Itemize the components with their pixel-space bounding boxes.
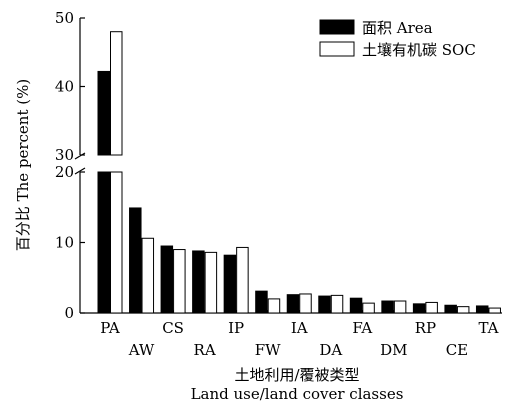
bar-soc-IA [299, 293, 312, 314]
bar-area-PA-lower [97, 171, 110, 314]
bar-soc-TA [488, 307, 501, 314]
x-tick-label-FW: FW [255, 341, 281, 359]
x-tick-label-PA: PA [100, 319, 120, 337]
x-tick-label-TA: TA [478, 319, 498, 337]
y-tick-label: 10 [55, 234, 74, 252]
x-tick-label-AW: AW [128, 341, 155, 359]
category-labels: PA AW CS RA IP FW IA DA FA DM RP CE TA [100, 319, 498, 359]
bars [97, 31, 501, 314]
bar-soc-FA [362, 302, 375, 314]
bar-area-TA [475, 305, 489, 314]
bar-soc-FW [267, 298, 281, 314]
bar-soc-IP [236, 246, 249, 314]
y-axis-title: 百分比 The percent (%) [14, 79, 32, 251]
bar-area-FA [349, 297, 363, 314]
bar-area-DA [318, 295, 331, 314]
y-tick-label: 0 [64, 304, 74, 322]
bar-area-FW [255, 290, 268, 314]
bar-soc-PA-upper [110, 31, 123, 156]
bar-soc-DA [330, 294, 344, 314]
bar-area-IA [286, 294, 300, 314]
legend-label-area: 面积 Area [362, 19, 433, 37]
y-tick-label: 20 [55, 163, 74, 181]
y-tick-label: 30 [55, 146, 74, 164]
x-tick-label-RP: RP [415, 319, 436, 337]
bar-area-RP [412, 303, 426, 314]
bar-soc-CS [173, 249, 186, 314]
bar-area-AW [129, 207, 142, 314]
bar-soc-RP [425, 301, 438, 314]
legend-label-soc: 土壤有机碳 SOC [362, 41, 476, 59]
x-tick-label-IA: IA [291, 319, 308, 337]
legend: 面积 Area 土壤有机碳 SOC [319, 19, 476, 59]
bar-area-CS [160, 245, 174, 314]
bar-area-DM [381, 300, 394, 314]
bar-soc-DM [393, 300, 407, 314]
x-tick-label-FA: FA [352, 319, 372, 337]
bar-soc-PA-lower [110, 171, 123, 314]
x-tick-label-RA: RA [194, 341, 216, 359]
x-tick-label-DA: DA [319, 341, 342, 359]
legend-swatch-soc [319, 41, 355, 57]
bar-soc-AW [141, 237, 155, 314]
x-tick-label-IP: IP [228, 319, 244, 337]
x-tick-label-CS: CS [162, 319, 184, 337]
bar-area-PA-upper [97, 70, 110, 156]
y-tick-label: 50 [55, 9, 74, 27]
y-tick-label: 40 [55, 78, 74, 96]
x-tick-label-DM: DM [380, 341, 407, 359]
x-axis-title-en: Land use/land cover classes [191, 385, 404, 403]
bar-soc-CE [456, 306, 470, 314]
x-axis-title-zh: 土地利用/覆被类型 [234, 366, 359, 384]
bar-area-IP [223, 254, 237, 314]
axis-break-mark-lower [74, 167, 86, 175]
bar-area-CE [444, 304, 457, 314]
axis-break-mark-upper [74, 152, 86, 160]
bar-area-RA [192, 250, 205, 314]
legend-swatch-area [319, 19, 355, 35]
bar-soc-RA [204, 251, 218, 314]
x-tick-label-CE: CE [446, 341, 468, 359]
